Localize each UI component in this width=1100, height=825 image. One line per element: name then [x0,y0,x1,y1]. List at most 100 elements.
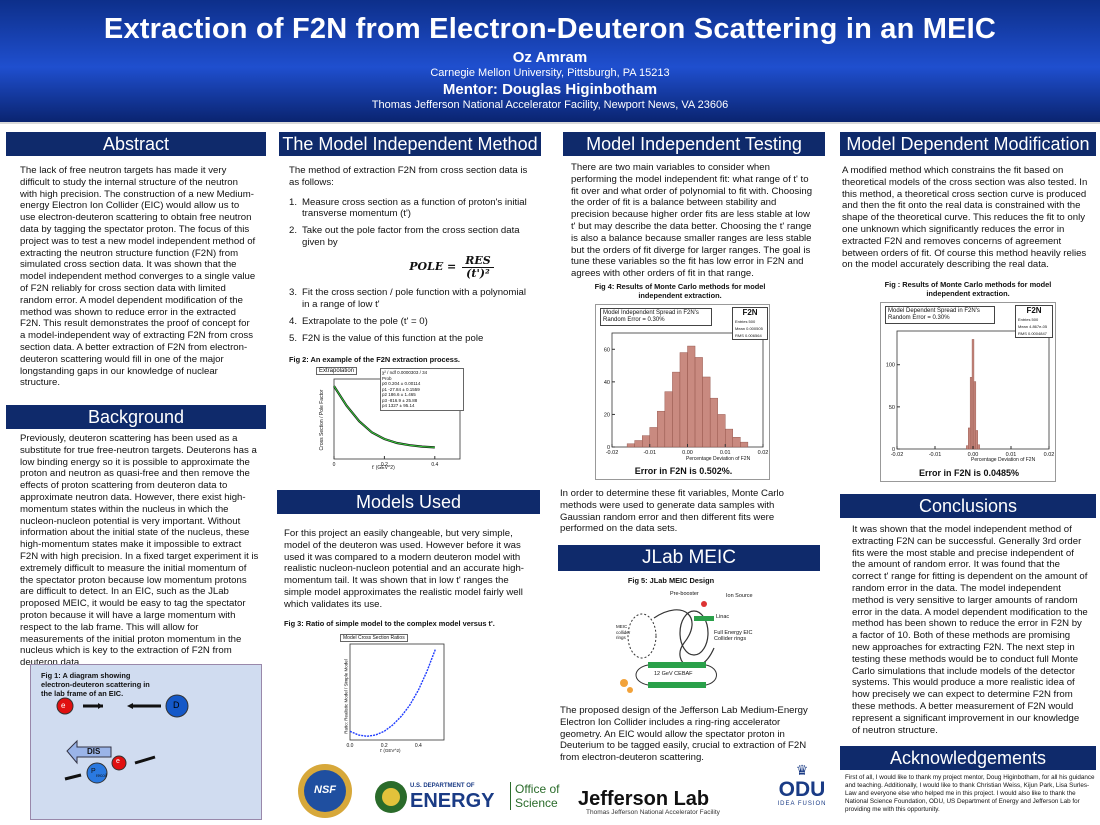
fig6-xtick-label: 0.00 [968,452,979,458]
testing-body2: In order to determine these fit variable… [560,488,784,535]
fig4-bar [672,371,681,448]
fig6-label: Model Dependent Spread in F2N's Random E… [885,306,995,324]
fig4-bar [642,435,650,448]
label-full: Full Energy EIC Collider rings [714,630,753,642]
poster-header: Extraction of F2N from Electron-Deuteron… [0,0,1100,124]
deuteron-circle [165,694,189,718]
dependent-heading: Model Dependent Modification [840,132,1096,156]
linac-top [694,616,714,621]
fig6-xtick-label: 0.02 [1044,452,1055,458]
fig5-diagram: Pre-booster Ion Source Linac MEIC collid… [614,588,764,698]
dependent-body: A modified method which constrains the f… [842,165,1088,271]
fig4-chart: -0.02 -0.01 0.00 0.01 0.02 0 20 40 60 Model Inde… [595,304,770,480]
fig4-ytick-label: 40 [604,380,610,386]
fig6-caption: Fig : Results of Monte Carlo methods for… [884,280,1052,298]
scattered-electron [111,755,127,771]
fig4-xtick-label: 0.01 [720,450,731,456]
fig3-xtick-label: 0.0 [347,743,354,749]
method-step: 4. Extrapolate to the pole (t' = 0) [289,315,428,327]
crown-icon: ♛ [795,762,809,778]
fig5-caption: Fig 5: JLab MEIC Design [627,576,715,585]
method-step: 3. Fit the cross section / pole function … [289,287,526,311]
fig4-bar [709,397,718,448]
fig6-xlabel: Percentage Deviation of F2N [971,457,1036,463]
fig6-bar [973,381,977,450]
fig4-bar [679,352,688,448]
author-name: Oz Amram [512,49,588,66]
dis-arrow [66,739,112,765]
fig4-xtick-label: 0.00 [682,450,693,456]
fig6-xtick-label: -0.01 [929,452,942,458]
fig4-bar [732,437,741,448]
fig4-svg: -0.02 -0.01 0.00 0.01 0.02 0 20 40 60 [604,332,769,456]
fig1-d-label: D [173,700,180,710]
fig6-xtick-label: -0.02 [891,452,904,458]
testing-body: There are two main variables to consider… [571,162,813,280]
fig3-svg: 0.0 0.2 0.4 [347,643,445,749]
scattered-arrow [134,755,156,765]
fig4-bar [634,440,643,448]
models-body: For this project an easily changeable, b… [284,528,524,610]
fig4-bar [649,427,658,448]
cebaf-bottom [648,682,706,688]
fig4-ytick-label: 20 [604,412,610,418]
fig2-xlabel: t' (GEV^2) [372,465,395,471]
fig1-p-label: P [91,768,96,775]
fig4-xtick-label: 0.02 [758,450,769,456]
fig4-ytick-label: 60 [604,347,610,353]
method-step: 2. Take out the pole factor from the cros… [289,225,531,279]
jlab-body: The proposed design of the Jefferson Lab… [560,705,808,764]
fig3-frame [349,643,445,741]
fig2-svg: 0 0.2 0.4 [333,378,461,468]
fig6-bar [977,444,980,450]
fig4-xtick-label: -0.01 [643,450,656,456]
mentor-affiliation: Thomas Jefferson National Accelerator Fa… [371,99,729,111]
label-prebooster: Pre-booster [670,591,699,597]
fig5-svg [620,601,717,693]
fig6-ytick-label: 50 [889,405,895,411]
fig6-statbox: F2N Entries 500 Mean 4.867e-05 RMS 0.00048… [1015,305,1053,338]
poster-title: Extraction of F2N from Electron-Deuteron… [103,13,997,45]
fig6-bar [969,377,973,450]
background-heading: Background [6,405,266,429]
pole-formula: POLE = RES (t')² [372,254,531,280]
fig4-ytick-label: 0 [607,445,610,451]
abstract-body: The lack of free neutron targets has mad… [20,165,256,389]
method-heading: The Model Independent Method [279,132,541,156]
conclusions-body: It was shown that the model independent … [852,524,1088,736]
label-meic: MEIC collider rings [616,624,631,640]
fig6-ytick-label: 100 [886,363,895,369]
doe-logo: U.S. DEPARTMENT OF ENERGY Office of Scie… [374,780,564,816]
mentor-name: Mentor: Douglas Higinbotham [442,81,658,98]
fig4-bar [626,443,635,448]
fig1-dis-label: DIS [87,747,101,756]
fig2-xtick-label: 0.2 [381,462,388,468]
fig6-bar [975,430,978,450]
fig1-diagram: Fig 1: A diagram showing electron-deuter… [30,664,262,820]
background-body: Previously, deuteron scattering has been… [20,433,259,669]
method-steps: 1. Measure cross section as a function of… [289,197,531,345]
nsf-logo: NSF [296,762,354,820]
ack-body: First of all, I would like to thank my p… [845,774,1095,813]
fig4-bar [657,410,666,448]
fig4-caption: Fig 4: Results of Monte Carlo methods fo… [594,282,766,300]
fig2-ylabel: Cross Section / Pole Factor [319,389,325,451]
method-block: The method of extraction F2N from cross … [289,165,531,350]
method-step: 1. Measure cross section as a function of… [289,196,527,220]
fig4-bar [664,391,673,448]
fig2-statbox: χ² / ndf 0.0000303 / 34 Prob p0 0.204 ± 0.… [380,368,464,411]
method-intro: The method of extraction F2N from cross … [289,165,528,188]
fig2-chart: 0 0.2 0.4 Extrapolation χ² / ndf 0.0000303… [312,367,466,473]
fig2-fit-line [333,385,435,448]
fig4-bar [717,414,726,448]
fig4-bar [694,357,703,448]
fig4-result: Error in F2N is 0.502%. [634,466,733,476]
models-heading: Models Used [277,490,540,514]
fig3-chart: 0.0 0.2 0.4 Model Cross Section Ratios Rat… [336,634,448,756]
fig6-svg: -0.02 -0.01 0.00 0.01 0.02 0 50 100 [886,330,1055,458]
fig1-e-label: e [61,701,66,710]
fig4-bar [740,441,749,448]
fig4-statbox: F2N Entries 500 Mean 0.000505 RMS 0.006564 [732,307,768,340]
fig2-title: Extrapolation [316,367,358,375]
testing-heading: Model Independent Testing [563,132,825,156]
